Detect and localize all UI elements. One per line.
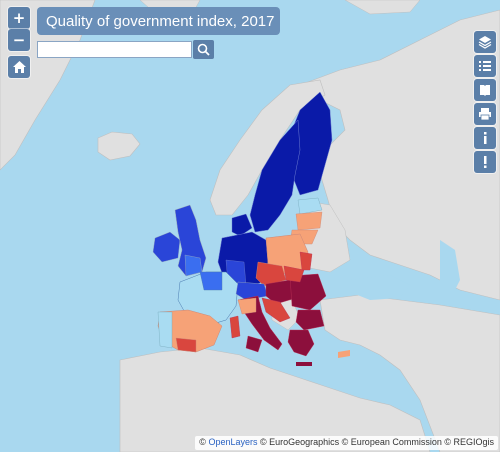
home-icon xyxy=(12,61,26,73)
print-button[interactable] xyxy=(474,103,496,125)
legend-button[interactable] xyxy=(474,55,496,77)
search-button[interactable] xyxy=(193,40,214,59)
layers-button[interactable] xyxy=(474,31,496,53)
zoom-out-button[interactable]: − xyxy=(8,29,30,51)
search-icon xyxy=(197,43,210,56)
baltics-north xyxy=(297,197,323,215)
openlayers-link[interactable]: OpenLayers xyxy=(208,437,258,447)
book-icon xyxy=(480,85,490,96)
ireland xyxy=(152,231,181,263)
alert-icon xyxy=(484,156,487,168)
attribution-rest: © EuroGeographics © European Commission … xyxy=(260,437,494,447)
attribution-prefix: © xyxy=(199,437,206,447)
alert-button[interactable] xyxy=(474,151,496,173)
croatia xyxy=(261,297,291,323)
turkey xyxy=(319,294,500,452)
search-input[interactable] xyxy=(37,41,192,58)
romania xyxy=(289,273,327,311)
denmark xyxy=(231,213,253,237)
print-icon xyxy=(479,108,491,121)
greece xyxy=(287,329,315,357)
book-button[interactable] xyxy=(474,79,496,101)
home-button[interactable] xyxy=(8,56,30,78)
hungary xyxy=(265,279,297,305)
baltics-mid xyxy=(295,211,323,231)
sweden xyxy=(249,119,301,233)
bulgaria xyxy=(295,309,325,331)
iceland xyxy=(97,131,141,161)
attribution: © OpenLayers © EuroGeographics © Europea… xyxy=(195,436,498,450)
map-title: Quality of government index, 2017 xyxy=(37,7,280,35)
legend-list-icon xyxy=(479,61,491,71)
layers-icon xyxy=(478,36,492,49)
info-icon xyxy=(484,132,487,144)
info-button[interactable] xyxy=(474,127,496,149)
russia xyxy=(299,9,500,301)
zoom-in-button[interactable]: + xyxy=(8,7,30,29)
